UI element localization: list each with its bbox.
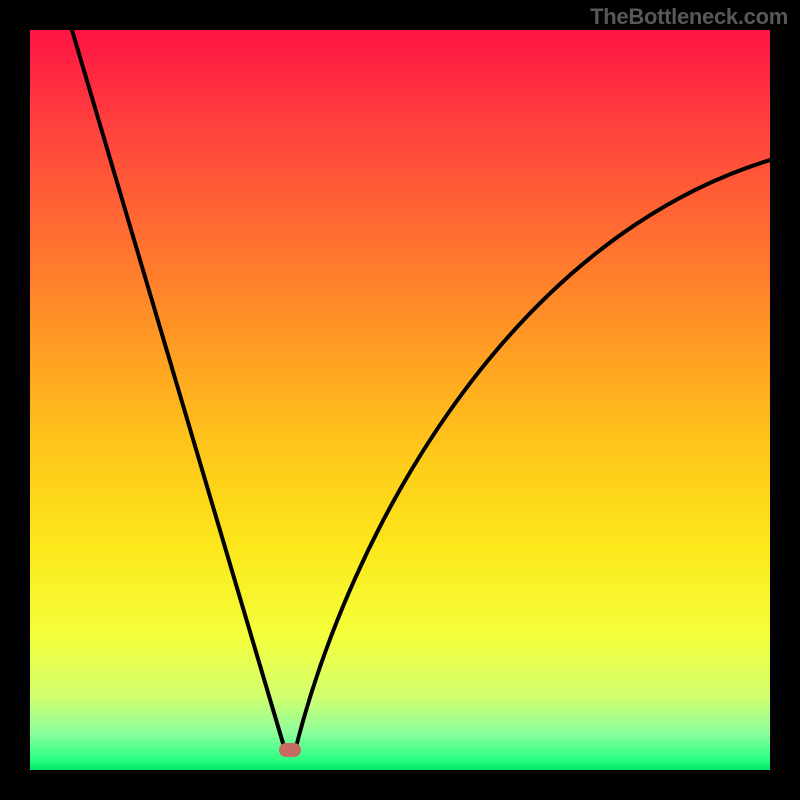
chart-container: TheBottleneck.com bbox=[0, 0, 800, 800]
vertex-marker bbox=[279, 743, 301, 757]
watermark-text: TheBottleneck.com bbox=[590, 4, 788, 30]
plot-frame bbox=[30, 30, 770, 770]
v-curve-path bbox=[72, 30, 770, 751]
curve-layer bbox=[30, 30, 770, 770]
